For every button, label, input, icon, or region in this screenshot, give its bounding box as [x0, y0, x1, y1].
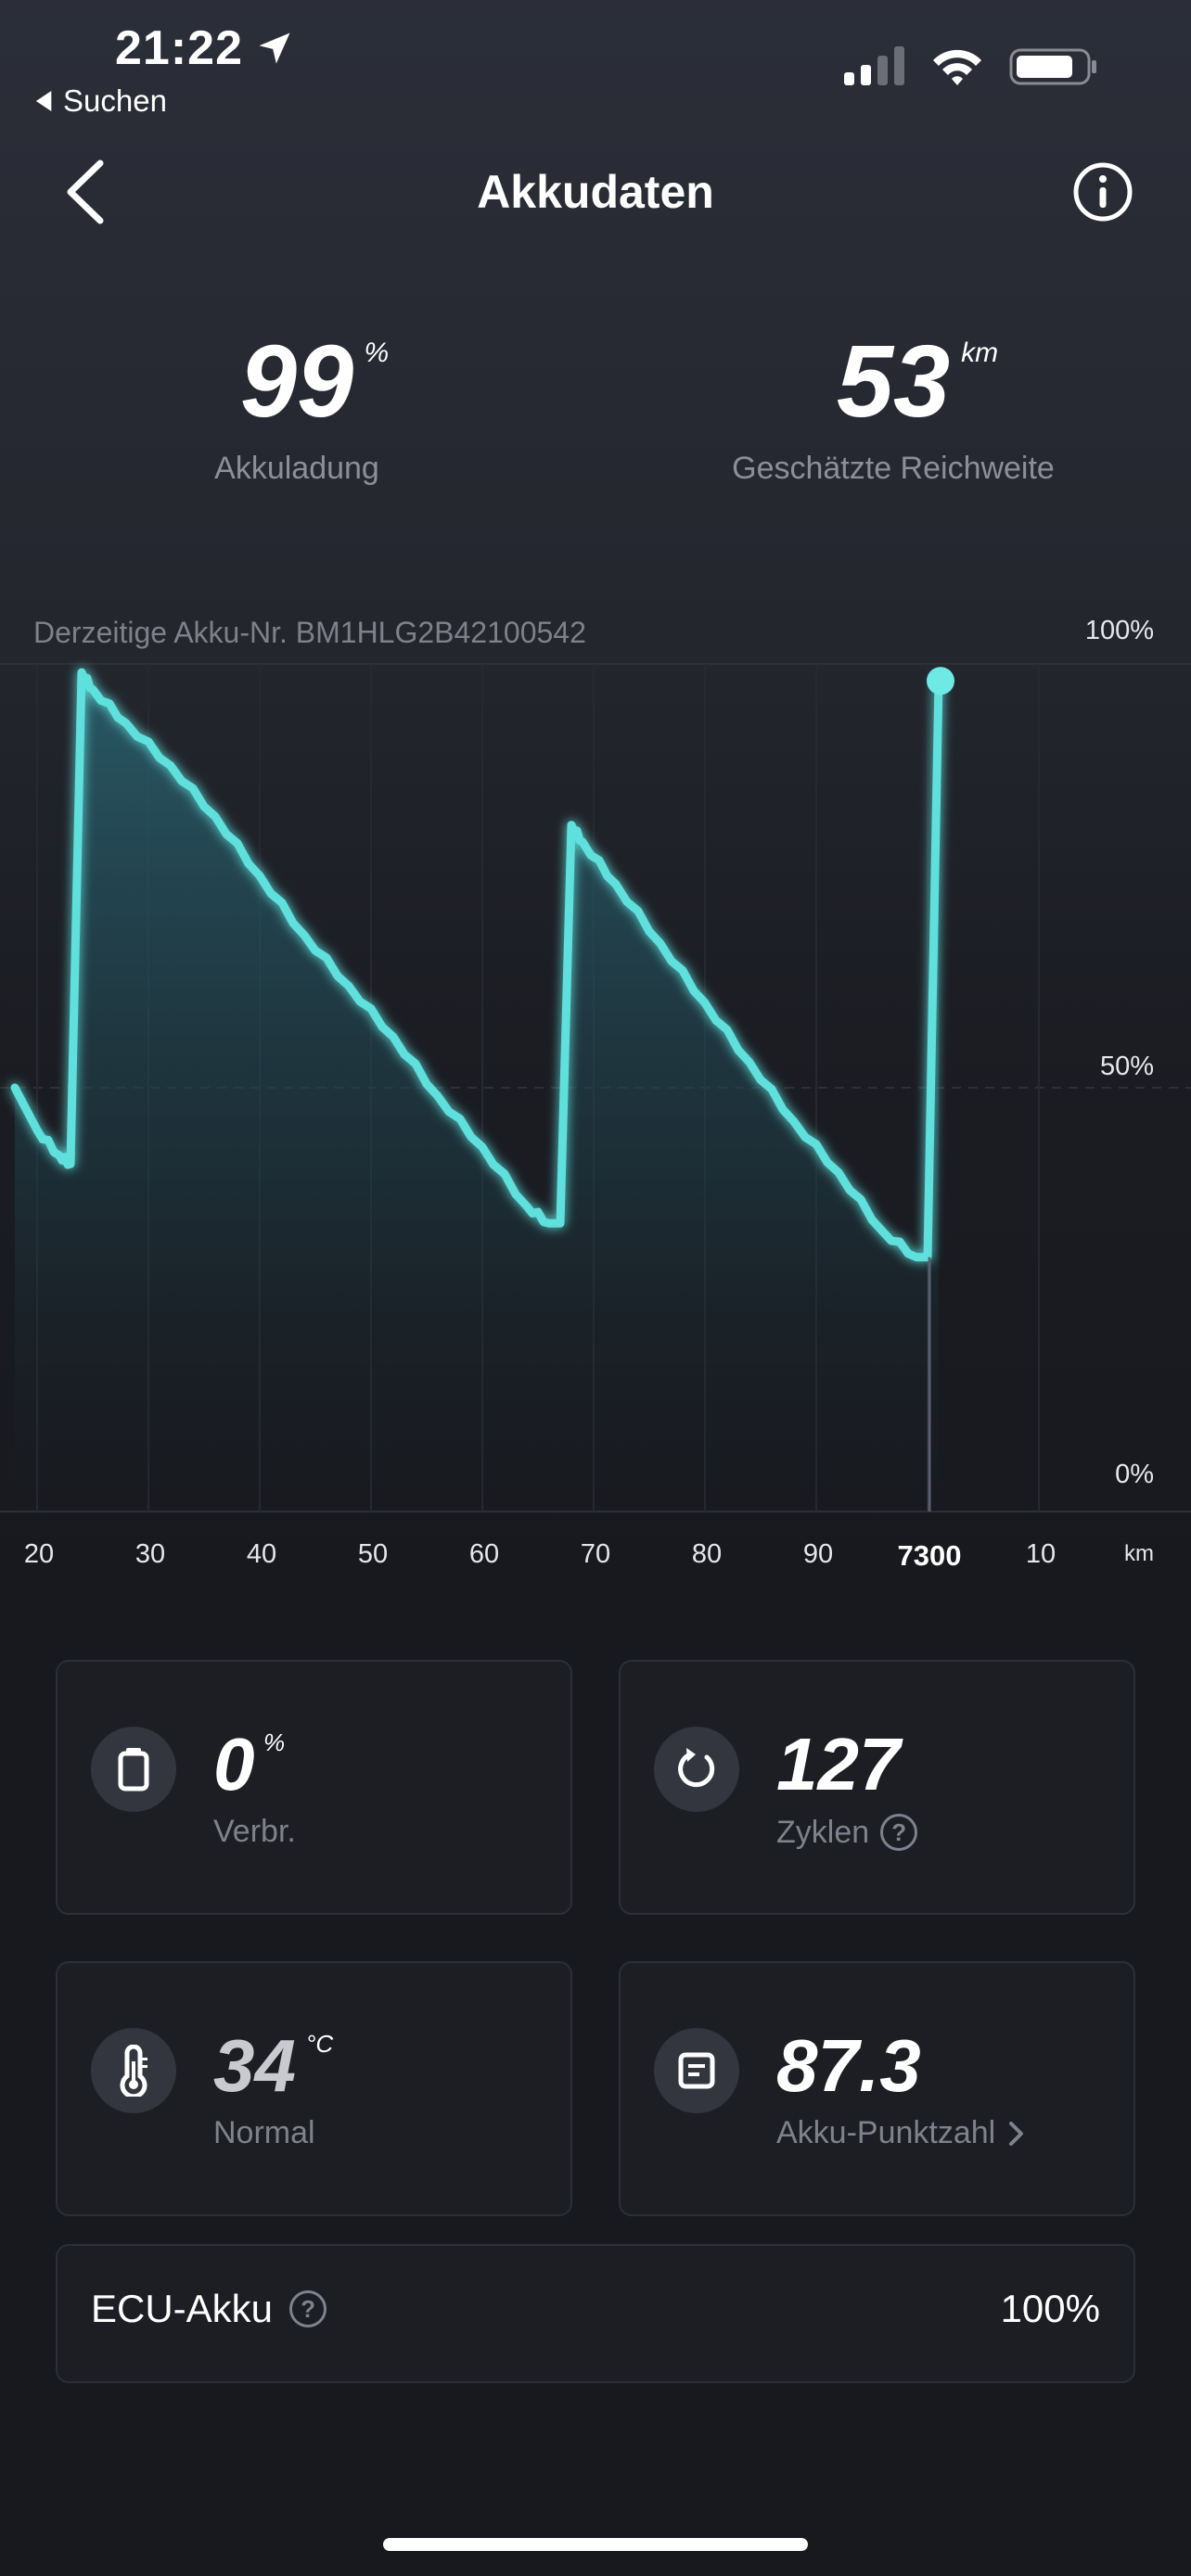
score-label-text: Akku-Punktzahl — [776, 2115, 996, 2150]
x-tick-label: 20 — [23, 1539, 55, 1569]
cycles-label: Zyklen ? — [776, 1814, 918, 1851]
temperature-unit: °C — [306, 2030, 334, 2058]
charge-label: Akkuladung — [214, 451, 379, 486]
cycles-label-text: Zyklen — [776, 1814, 870, 1850]
refresh-icon — [654, 1727, 739, 1812]
charge-value: 99 — [239, 325, 354, 439]
consumption-card: 0 % Verbr. — [56, 1660, 572, 1915]
ecu-value: 100% — [1000, 2287, 1100, 2330]
chart-series-line — [10, 668, 943, 1262]
back-app-label: Suchen — [63, 83, 167, 118]
temperature-value-group: 34 °C — [213, 2024, 333, 2107]
score-value-group: 87.3 — [776, 2026, 921, 2106]
page-title: Akkudaten — [477, 166, 714, 218]
charge-unit: % — [364, 338, 390, 368]
consumption-label: Verbr. — [213, 1814, 296, 1850]
range-label: Geschätzte Reichweite — [732, 451, 1055, 486]
chart-area-fill — [15, 672, 939, 1511]
ecu-label: ECU-Akku ? — [91, 2287, 327, 2331]
temperature-card: 34 °C Normal — [56, 1961, 572, 2216]
y-tick-50: 50% — [1099, 1052, 1154, 1081]
range-value: 53 — [836, 325, 951, 439]
x-tick-label: 70 — [580, 1539, 611, 1569]
range-unit: km — [961, 338, 999, 368]
battery-chart[interactable] — [0, 593, 1191, 1521]
x-tick-label: 30 — [134, 1539, 166, 1569]
status-time: 21:22 — [115, 20, 295, 76]
chevron-left-icon[interactable] — [58, 158, 113, 226]
ecu-label-text: ECU-Akku — [91, 2287, 274, 2330]
score-label[interactable]: Akku-Punktzahl — [776, 2115, 1027, 2151]
x-tick-label: 60 — [468, 1539, 500, 1569]
score-card[interactable]: 87.3 Akku-Punktzahl — [619, 1961, 1135, 2216]
home-indicator[interactable] — [383, 2538, 808, 2551]
back-to-app[interactable]: Suchen — [35, 83, 167, 119]
back-triangle-icon — [35, 91, 52, 111]
battery-number: Derzeitige Akku-Nr. BM1HLG2B42100542 — [33, 616, 586, 649]
temperature-label: Normal — [213, 2115, 315, 2151]
thermometer-icon — [91, 2028, 176, 2113]
cycles-card: 127 Zyklen ? — [619, 1660, 1135, 1915]
temperature-label-text: Normal — [213, 2115, 315, 2150]
y-tick-0: 0% — [1115, 1460, 1154, 1489]
temperature-value: 34 — [213, 2024, 296, 2107]
x-tick-label: 10 — [1025, 1539, 1057, 1569]
cellular-signal-icon — [844, 46, 904, 85]
x-tick-label: 80 — [691, 1539, 723, 1569]
chevron-right-icon — [1009, 2121, 1024, 2146]
consumption-label-text: Verbr. — [213, 1814, 296, 1849]
battery-icon — [1009, 48, 1096, 85]
wifi-icon — [933, 49, 981, 85]
status-icons — [844, 46, 1098, 87]
cycles-value: 127 — [776, 1723, 901, 1805]
x-axis-unit: km — [1124, 1541, 1154, 1566]
consumption-unit: % — [263, 1728, 286, 1756]
cycles-value-group: 127 — [776, 1725, 900, 1804]
clock: 21:22 — [115, 21, 243, 75]
location-arrow-icon — [259, 32, 290, 64]
charge-stat: 99 % Akkuladung — [19, 326, 575, 487]
question-circle-icon[interactable]: ? — [289, 2290, 327, 2327]
consumption-value: 0 — [213, 1723, 255, 1805]
y-tick-100: 100% — [1084, 616, 1154, 645]
charge-value-group: 99 % — [239, 325, 389, 439]
document-icon — [654, 2028, 739, 2113]
ecu-battery-row: ECU-Akku ? 100% — [56, 2244, 1135, 2383]
score-value: 87.3 — [776, 2024, 921, 2107]
x-tick-label: 40 — [246, 1539, 277, 1569]
question-circle-icon[interactable]: ? — [880, 1814, 918, 1851]
x-tick-label: 50 — [357, 1539, 389, 1569]
range-stat: 53 km Geschätzte Reichweite — [615, 326, 1172, 487]
x-tick-label: 7300 — [897, 1539, 962, 1572]
battery-icon — [91, 1727, 176, 1812]
consumption-value-group: 0 % — [213, 1723, 285, 1805]
range-value-group: 53 km — [836, 325, 998, 439]
chart-current-point[interactable] — [927, 667, 954, 695]
x-axis: 20 30 40 50 60 70 80 90 7300 10 km — [0, 1539, 1191, 1576]
x-tick-label: 90 — [802, 1539, 834, 1569]
info-icon[interactable] — [1072, 161, 1133, 223]
